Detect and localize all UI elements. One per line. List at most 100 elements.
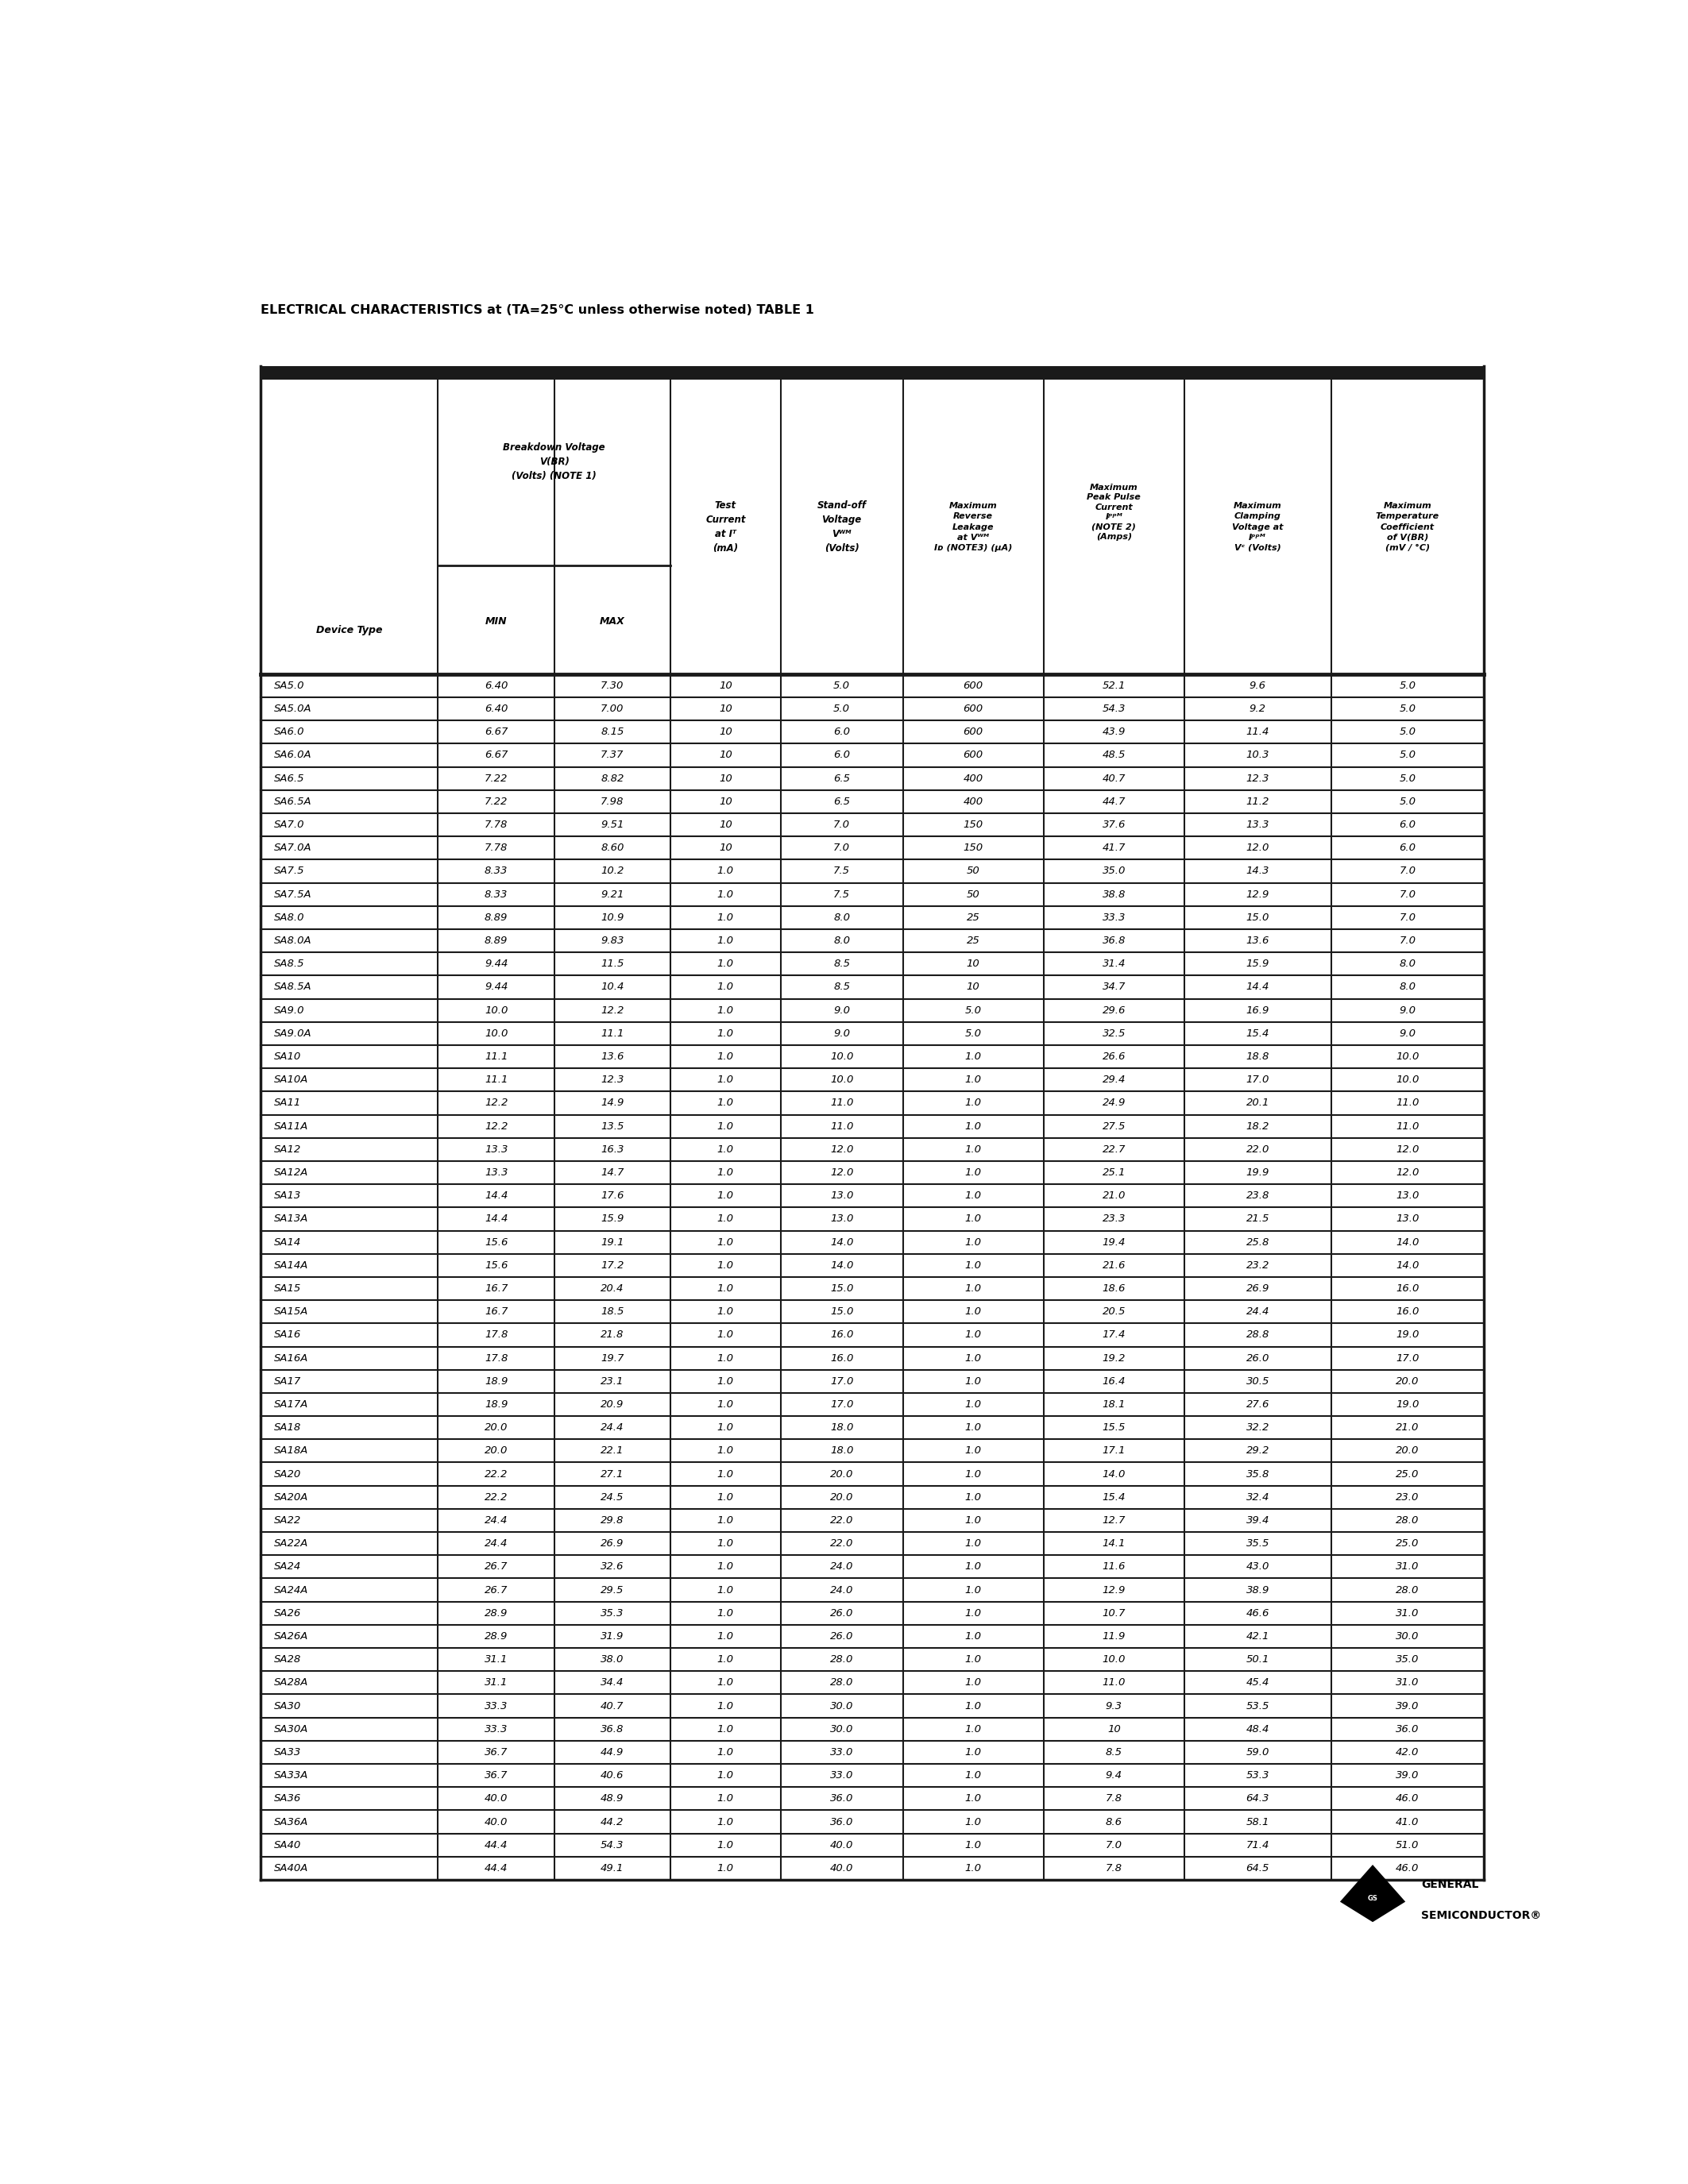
Text: Maximum
Temperature
Coefficient
of V(BR)
(mV / °C): Maximum Temperature Coefficient of V(BR)… <box>1376 502 1440 553</box>
Text: 1.0: 1.0 <box>717 1492 734 1503</box>
Text: 1.0: 1.0 <box>966 1607 981 1618</box>
Text: 40.0: 40.0 <box>484 1817 508 1828</box>
Text: 36.0: 36.0 <box>830 1793 854 1804</box>
Text: 10: 10 <box>719 681 733 690</box>
Text: 23.2: 23.2 <box>1246 1260 1269 1271</box>
Text: 9.0: 9.0 <box>1399 1005 1416 1016</box>
Text: SA33A: SA33A <box>273 1771 309 1780</box>
Text: 1.0: 1.0 <box>717 913 734 922</box>
Text: 13.0: 13.0 <box>1396 1190 1420 1201</box>
Text: 1.0: 1.0 <box>966 1306 981 1317</box>
Text: 1.0: 1.0 <box>717 1330 734 1341</box>
Text: 31.0: 31.0 <box>1396 1607 1420 1618</box>
Text: 11.9: 11.9 <box>1102 1631 1126 1642</box>
Text: 1.0: 1.0 <box>966 1352 981 1363</box>
Text: 25: 25 <box>967 935 979 946</box>
Text: 7.5: 7.5 <box>834 889 851 900</box>
Text: 18.1: 18.1 <box>1102 1400 1126 1409</box>
Text: 25: 25 <box>967 913 979 922</box>
Text: 1.0: 1.0 <box>966 1120 981 1131</box>
Text: 1.0: 1.0 <box>717 1701 734 1710</box>
Text: 24.4: 24.4 <box>1246 1306 1269 1317</box>
Text: 9.2: 9.2 <box>1249 703 1266 714</box>
Text: 15.9: 15.9 <box>1246 959 1269 970</box>
Text: 1.0: 1.0 <box>717 1284 734 1293</box>
Text: 32.5: 32.5 <box>1102 1029 1126 1040</box>
Text: 6.40: 6.40 <box>484 681 508 690</box>
Text: SA8.5A: SA8.5A <box>273 983 312 992</box>
Text: SA22: SA22 <box>273 1516 300 1527</box>
Text: 26.9: 26.9 <box>601 1538 625 1548</box>
Text: SA7.5A: SA7.5A <box>273 889 312 900</box>
Text: 24.4: 24.4 <box>484 1516 508 1527</box>
Text: 1.0: 1.0 <box>966 1492 981 1503</box>
Text: 1.0: 1.0 <box>717 1677 734 1688</box>
Text: 29.8: 29.8 <box>601 1516 625 1527</box>
Text: 16.0: 16.0 <box>830 1330 854 1341</box>
Text: 25.1: 25.1 <box>1102 1168 1126 1177</box>
Text: 12.0: 12.0 <box>1396 1168 1420 1177</box>
Text: 33.0: 33.0 <box>830 1747 854 1758</box>
Text: SA7.5: SA7.5 <box>273 867 304 876</box>
Text: 9.0: 9.0 <box>834 1005 851 1016</box>
Text: 42.1: 42.1 <box>1246 1631 1269 1642</box>
Text: 44.4: 44.4 <box>484 1863 508 1874</box>
Text: 17.0: 17.0 <box>830 1376 854 1387</box>
Text: 13.3: 13.3 <box>484 1168 508 1177</box>
Text: Maximum
Clamping
Voltage at
Iᵖᵖᴹ
Vᶜ (Volts): Maximum Clamping Voltage at Iᵖᵖᴹ Vᶜ (Vol… <box>1232 502 1283 553</box>
Text: 27.5: 27.5 <box>1102 1120 1126 1131</box>
Text: 8.82: 8.82 <box>601 773 625 784</box>
Text: 7.37: 7.37 <box>601 749 625 760</box>
Text: SA33: SA33 <box>273 1747 300 1758</box>
Text: 15.0: 15.0 <box>830 1284 854 1293</box>
Text: 1.0: 1.0 <box>966 1793 981 1804</box>
Text: 20.0: 20.0 <box>1396 1446 1420 1457</box>
Text: 1.0: 1.0 <box>717 1051 734 1061</box>
Text: 1.0: 1.0 <box>717 1422 734 1433</box>
Text: 12.2: 12.2 <box>484 1120 508 1131</box>
Text: 6.5: 6.5 <box>834 773 851 784</box>
Text: 17.8: 17.8 <box>484 1330 508 1341</box>
Text: 19.7: 19.7 <box>601 1352 625 1363</box>
Text: 13.5: 13.5 <box>601 1120 625 1131</box>
Text: 14.0: 14.0 <box>830 1260 854 1271</box>
Text: 1.0: 1.0 <box>717 1352 734 1363</box>
Text: 24.4: 24.4 <box>601 1422 625 1433</box>
Text: 1.0: 1.0 <box>966 1236 981 1247</box>
Text: 7.98: 7.98 <box>601 797 625 806</box>
Text: 1.0: 1.0 <box>717 1793 734 1804</box>
Text: 600: 600 <box>964 681 982 690</box>
Text: SA40A: SA40A <box>273 1863 309 1874</box>
Text: 22.0: 22.0 <box>830 1516 854 1527</box>
Text: SA8.0A: SA8.0A <box>273 935 312 946</box>
Text: 20.4: 20.4 <box>601 1284 625 1293</box>
Text: 40.7: 40.7 <box>601 1701 625 1710</box>
Text: 26.7: 26.7 <box>484 1562 508 1572</box>
Text: 22.2: 22.2 <box>484 1470 508 1479</box>
Text: 10.0: 10.0 <box>484 1029 508 1040</box>
Text: 24.5: 24.5 <box>601 1492 625 1503</box>
Text: 15.4: 15.4 <box>1102 1492 1126 1503</box>
Text: SA30A: SA30A <box>273 1723 309 1734</box>
Text: 7.8: 7.8 <box>1106 1863 1123 1874</box>
Text: 10.3: 10.3 <box>1246 749 1269 760</box>
Text: 20.0: 20.0 <box>1396 1376 1420 1387</box>
Text: 25.0: 25.0 <box>1396 1538 1420 1548</box>
Text: 5.0: 5.0 <box>1399 797 1416 806</box>
Text: Stand-off
Voltage
Vᵂᴹ
(Volts): Stand-off Voltage Vᵂᴹ (Volts) <box>817 500 866 553</box>
Text: 7.78: 7.78 <box>484 819 508 830</box>
Text: 28.8: 28.8 <box>1246 1330 1269 1341</box>
Text: 12.0: 12.0 <box>830 1144 854 1155</box>
Text: 1.0: 1.0 <box>966 1516 981 1527</box>
Text: 1.0: 1.0 <box>966 1190 981 1201</box>
Text: 33.3: 33.3 <box>484 1723 508 1734</box>
Text: 53.5: 53.5 <box>1246 1701 1269 1710</box>
Text: 36.8: 36.8 <box>601 1723 625 1734</box>
Text: 1.0: 1.0 <box>966 1330 981 1341</box>
Text: 42.0: 42.0 <box>1396 1747 1420 1758</box>
Text: 36.0: 36.0 <box>830 1817 854 1828</box>
Text: 400: 400 <box>964 797 982 806</box>
Text: 1.0: 1.0 <box>717 1099 734 1107</box>
Text: 1.0: 1.0 <box>966 1470 981 1479</box>
Text: 1.0: 1.0 <box>966 1446 981 1457</box>
